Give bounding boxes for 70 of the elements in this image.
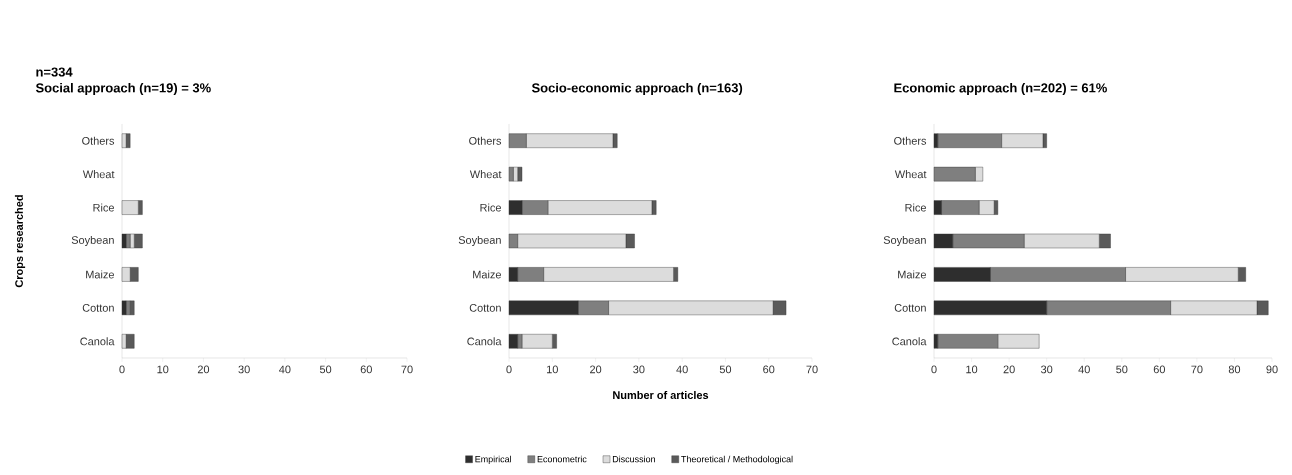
x-tick-label: 60 xyxy=(763,365,775,374)
x-tick-label: 10 xyxy=(966,365,978,374)
y-tick-label: Soybean xyxy=(71,235,114,247)
x-tick-label: 10 xyxy=(547,365,558,374)
x-tick-label: 20 xyxy=(197,365,210,374)
chart-title: Social approach (n=19) = 3% xyxy=(35,82,211,96)
y-tick-label: Wheat xyxy=(469,170,502,179)
x-tick-label: 20 xyxy=(1003,365,1015,374)
y-tick-label: Cotton xyxy=(894,303,926,312)
x-tick-label: 40 xyxy=(279,365,291,374)
bar xyxy=(125,300,131,316)
y-tick-label: Canola xyxy=(892,337,927,346)
x-tick-label: 30 xyxy=(238,365,250,374)
y-tick-label: Soybean xyxy=(458,235,501,247)
x-tick-label: 20 xyxy=(590,365,602,374)
bar xyxy=(129,300,135,316)
y-tick-label: Canola xyxy=(467,337,502,346)
y-tick-label: Rice xyxy=(905,203,926,212)
y-tick-label: Wheat xyxy=(82,170,115,179)
bar xyxy=(121,233,127,249)
y-tick-label: Soybean xyxy=(883,235,926,247)
bar xyxy=(521,334,553,349)
bar xyxy=(517,166,523,182)
bar xyxy=(125,233,131,249)
x-tick-label: 0 xyxy=(506,365,512,374)
bar xyxy=(125,334,135,349)
x-tick-label: 50 xyxy=(319,365,332,374)
y-axis-title: Crops researched xyxy=(14,195,26,288)
y-tick-label: Rice xyxy=(480,203,501,212)
y-tick-label: Cotton xyxy=(469,303,501,312)
y-tick-label: Maize xyxy=(473,270,501,279)
y-tick-label: Rice xyxy=(93,203,114,212)
x-tick-label: 90 xyxy=(1266,365,1278,374)
bar xyxy=(121,300,127,316)
bar xyxy=(125,133,131,148)
x-tick-label: 70 xyxy=(1191,365,1203,374)
y-tick-label: Canola xyxy=(80,337,115,346)
bar xyxy=(121,200,139,215)
y-tick-label: Wheat xyxy=(894,170,927,179)
chart-title: Economic approach (n=202) = 61% xyxy=(894,82,1107,96)
y-tick-label: Maize xyxy=(86,270,114,279)
x-tick-label: 70 xyxy=(806,365,818,374)
x-axis-title: Number of articles xyxy=(613,390,709,400)
y-tick-label: Others xyxy=(469,136,502,145)
bar xyxy=(508,166,514,182)
x-tick-label: 60 xyxy=(1153,365,1165,374)
x-tick-label: 10 xyxy=(157,365,169,374)
legend-label: Discussion xyxy=(612,455,655,463)
y-tick-label: Cotton xyxy=(82,303,114,312)
bar xyxy=(121,133,127,148)
x-tick-label: 40 xyxy=(676,365,688,374)
y-tick-label: Others xyxy=(894,136,927,145)
text: n=334 xyxy=(36,67,73,77)
x-tick-label: 80 xyxy=(1228,365,1241,374)
x-tick-label: 60 xyxy=(360,365,372,374)
legend-label: Empirical xyxy=(475,455,511,465)
x-tick-label: 30 xyxy=(1041,365,1053,374)
y-tick-label: Others xyxy=(82,136,115,145)
x-tick-label: 30 xyxy=(633,365,645,374)
y-tick-label: Maize xyxy=(898,270,926,279)
x-tick-label: 0 xyxy=(931,365,937,374)
chart-title: Socio-economic approach (n=163) xyxy=(531,82,743,96)
x-tick-label: 70 xyxy=(401,365,413,374)
x-tick-label: 50 xyxy=(719,365,732,374)
x-tick-label: 40 xyxy=(1078,365,1090,374)
bar xyxy=(134,233,143,249)
x-tick-label: 50 xyxy=(1116,365,1128,374)
legend-label: Econometric xyxy=(537,455,587,463)
legend-label: Theoretical / Methodological xyxy=(681,455,793,465)
x-tick-label: 0 xyxy=(119,365,125,374)
